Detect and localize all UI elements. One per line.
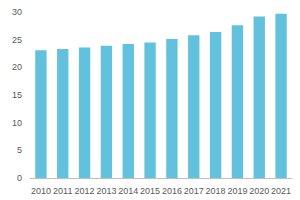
svg-text:10: 10 [12,118,22,128]
svg-text:2018: 2018 [206,186,226,196]
svg-text:5: 5 [17,145,22,155]
svg-text:2013: 2013 [96,186,116,196]
svg-text:2010: 2010 [31,186,51,196]
svg-text:2020: 2020 [249,186,269,196]
svg-text:30: 30 [12,7,22,17]
svg-text:25: 25 [12,35,22,45]
svg-text:2017: 2017 [184,186,204,196]
svg-text:2011: 2011 [53,186,72,196]
svg-text:2012: 2012 [75,186,95,196]
svg-text:2015: 2015 [140,186,160,196]
svg-text:2019: 2019 [227,186,247,196]
svg-text:20: 20 [12,62,22,72]
svg-text:0: 0 [17,173,22,183]
svg-text:2014: 2014 [118,186,138,196]
svg-text:2021: 2021 [271,186,291,196]
svg-text:15: 15 [12,90,22,100]
svg-text:2016: 2016 [162,186,182,196]
